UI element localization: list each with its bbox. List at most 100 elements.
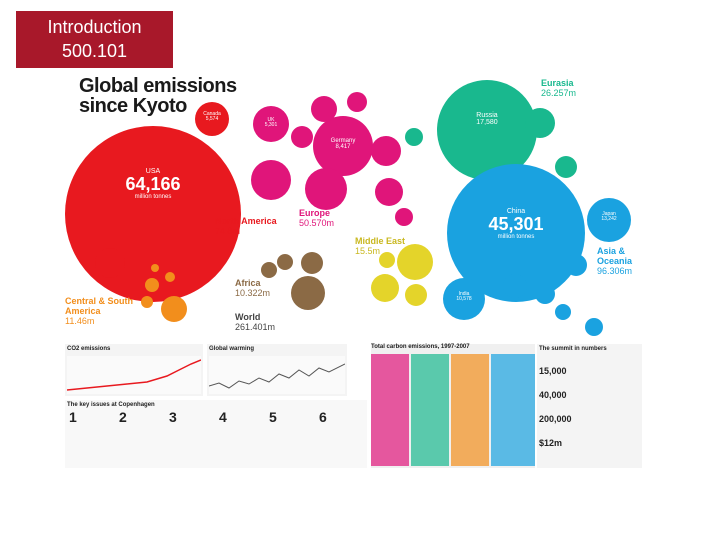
europe-bubble-3 bbox=[291, 126, 313, 148]
japan-name: Japan bbox=[602, 211, 616, 217]
grid-cell bbox=[411, 354, 449, 466]
china-value: 45,301 bbox=[488, 214, 544, 235]
central-south-america-value: 11.46m bbox=[65, 316, 95, 326]
issues-panel-title: The key issues at Copenhagen bbox=[67, 402, 155, 408]
russia-name: Russia bbox=[476, 112, 498, 119]
uk-bubble bbox=[253, 106, 289, 142]
poster-heading-line2: since Kyoto bbox=[79, 95, 187, 117]
china-name: China bbox=[506, 208, 526, 215]
russia-value: 17,580 bbox=[476, 119, 498, 127]
issue-6: 6 bbox=[319, 409, 327, 425]
canada-name: Canada bbox=[203, 111, 221, 117]
india-value: 10,578 bbox=[456, 296, 472, 303]
europe-bubble-7 bbox=[375, 178, 403, 206]
issue-3: 3 bbox=[169, 409, 177, 425]
usa-bubble bbox=[65, 126, 241, 302]
canada-label: Canada 5,574 bbox=[195, 111, 229, 123]
stat-4: $12m bbox=[539, 438, 563, 448]
slide-title-line2: 500.101 bbox=[61, 41, 128, 61]
india-name: India bbox=[458, 291, 470, 297]
europe-bubble-6 bbox=[347, 92, 367, 112]
grid-column-2 bbox=[411, 354, 449, 466]
grid-cell bbox=[451, 354, 489, 466]
usa-name: USA bbox=[145, 168, 161, 175]
co2-line bbox=[67, 359, 201, 391]
issue-1: 1 bbox=[69, 409, 77, 425]
germany-bubble bbox=[313, 116, 373, 176]
middle-east-bubble-2 bbox=[371, 274, 399, 302]
india-label: India 10,578 bbox=[443, 291, 485, 303]
central-south-america-name: Central & South America bbox=[65, 296, 134, 316]
asia-oceania-name: Asia & Oceania bbox=[597, 246, 633, 266]
china-unit: million tonnes bbox=[497, 234, 535, 241]
slide-title-line1: Introduction bbox=[47, 17, 142, 37]
slide-title-box: Introduction 500.101 bbox=[16, 11, 173, 68]
south-america-bubble-1 bbox=[145, 278, 159, 292]
usa-label: USA 64,166 million tonnes bbox=[105, 168, 201, 201]
russia-label: Russia 17,580 bbox=[437, 112, 537, 127]
africa-bubble-1 bbox=[301, 252, 323, 274]
total-emissions-title: Total carbon emissions, 1997-2007 bbox=[371, 344, 470, 350]
asia-bubble-5 bbox=[585, 318, 603, 336]
north-america-value: 74.8m bbox=[215, 226, 241, 236]
asia-oceania-value: 96.306m bbox=[597, 266, 633, 276]
eurasia-bubble-2 bbox=[405, 128, 423, 146]
europe-bubble-2 bbox=[305, 168, 347, 210]
africa-bubble-3 bbox=[261, 262, 277, 278]
middle-east-bubble-1 bbox=[397, 244, 433, 280]
grid-column-3 bbox=[451, 354, 489, 466]
europe-bubble-5 bbox=[311, 96, 337, 122]
stat-1: 15,000 bbox=[539, 366, 567, 376]
stat-3: 200,000 bbox=[539, 414, 572, 424]
europe-bubble-8 bbox=[395, 208, 413, 226]
japan-bubble bbox=[587, 198, 631, 242]
infographic-poster: Global emissions since Kyoto USA 64,166 … bbox=[65, 68, 642, 468]
poster-heading-line1: Global emissions bbox=[79, 75, 237, 97]
germany-label: Germany 8,417 bbox=[313, 138, 373, 151]
north-america-name: North America bbox=[215, 216, 277, 226]
grid-column-1 bbox=[371, 354, 409, 466]
middle-east-bubble-4 bbox=[379, 252, 395, 268]
central-america-bubble bbox=[95, 248, 125, 278]
south-america-bubble-3 bbox=[141, 296, 153, 308]
grid-column-4 bbox=[491, 354, 535, 466]
warming-line-chart bbox=[209, 356, 345, 394]
co2-panel-title: CO2 emissions bbox=[67, 346, 111, 352]
india-bubble bbox=[443, 278, 485, 320]
asia-bubble-2 bbox=[535, 284, 555, 304]
europe-bubble-1 bbox=[251, 160, 291, 200]
asia-bubble-3 bbox=[565, 254, 587, 276]
canada-value: 5,574 bbox=[205, 116, 219, 123]
uk-value: 5,301 bbox=[264, 122, 278, 129]
south-africa-bubble bbox=[291, 276, 325, 310]
stat-2: 40,000 bbox=[539, 390, 567, 400]
asia-bubble-4 bbox=[555, 304, 571, 320]
germany-value: 8,417 bbox=[335, 144, 351, 151]
eurasia-value: 26.257m bbox=[541, 88, 577, 98]
europe-name: Europe bbox=[299, 208, 331, 218]
world-value: 261.401m bbox=[235, 322, 276, 332]
issue-5: 5 bbox=[269, 409, 277, 425]
usa-value: 64,166 bbox=[125, 174, 181, 195]
world-name: World bbox=[235, 312, 261, 322]
middle-east-name: Middle East bbox=[355, 236, 406, 246]
europe-value: 50.570m bbox=[299, 218, 335, 228]
grid-cell bbox=[491, 354, 535, 466]
usa-unit: million tonnes bbox=[134, 194, 172, 201]
europe-bubble-4 bbox=[371, 136, 401, 166]
germany-name: Germany bbox=[330, 138, 356, 144]
uk-name: UK bbox=[267, 117, 275, 123]
issue-4: 4 bbox=[219, 409, 227, 425]
numbers-panel-title: The summit in numbers bbox=[539, 346, 607, 352]
eurasia-name: Eurasia bbox=[541, 78, 574, 88]
middle-east-value: 15.5m bbox=[355, 246, 381, 256]
china-label: China 45,301 million tonnes bbox=[447, 208, 585, 241]
warming-line bbox=[209, 363, 345, 389]
brazil-bubble bbox=[161, 296, 187, 322]
co2-line-chart bbox=[67, 356, 201, 394]
eurasia-bubble-1 bbox=[525, 108, 555, 138]
africa-name: Africa bbox=[235, 278, 261, 288]
uk-label: UK 5,301 bbox=[253, 117, 289, 129]
eurasia-bubble-3 bbox=[555, 156, 577, 178]
issue-2: 2 bbox=[119, 409, 127, 425]
